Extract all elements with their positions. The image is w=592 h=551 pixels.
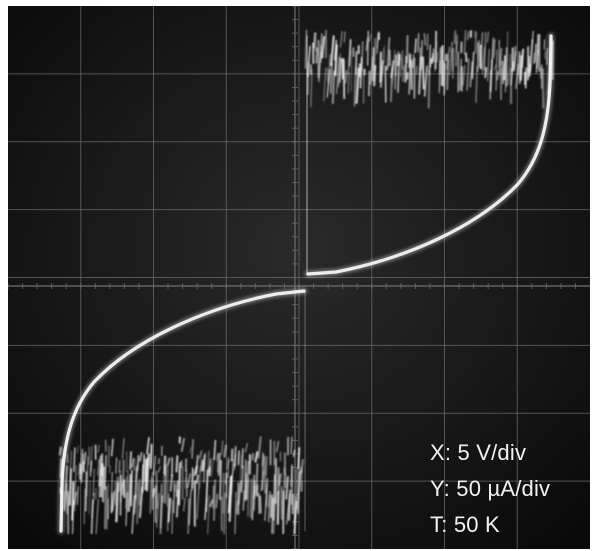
x-scale-label: X: 5 V/div bbox=[430, 440, 527, 465]
temperature-label: T: 50 K bbox=[430, 512, 500, 537]
iv-curve bbox=[306, 34, 553, 276]
noise-band bbox=[304, 29, 554, 109]
oscilloscope-screen: X: 5 V/div Y: 50 µA/div T: 50 K bbox=[8, 6, 590, 549]
noise-band bbox=[59, 452, 303, 535]
iv-curves bbox=[57, 32, 555, 535]
y-scale-label: Y: 50 µA/div bbox=[430, 476, 551, 501]
noise-band bbox=[58, 436, 305, 477]
noise-bands bbox=[58, 29, 554, 535]
trace-plot bbox=[8, 6, 590, 549]
iv-curve bbox=[59, 289, 306, 533]
